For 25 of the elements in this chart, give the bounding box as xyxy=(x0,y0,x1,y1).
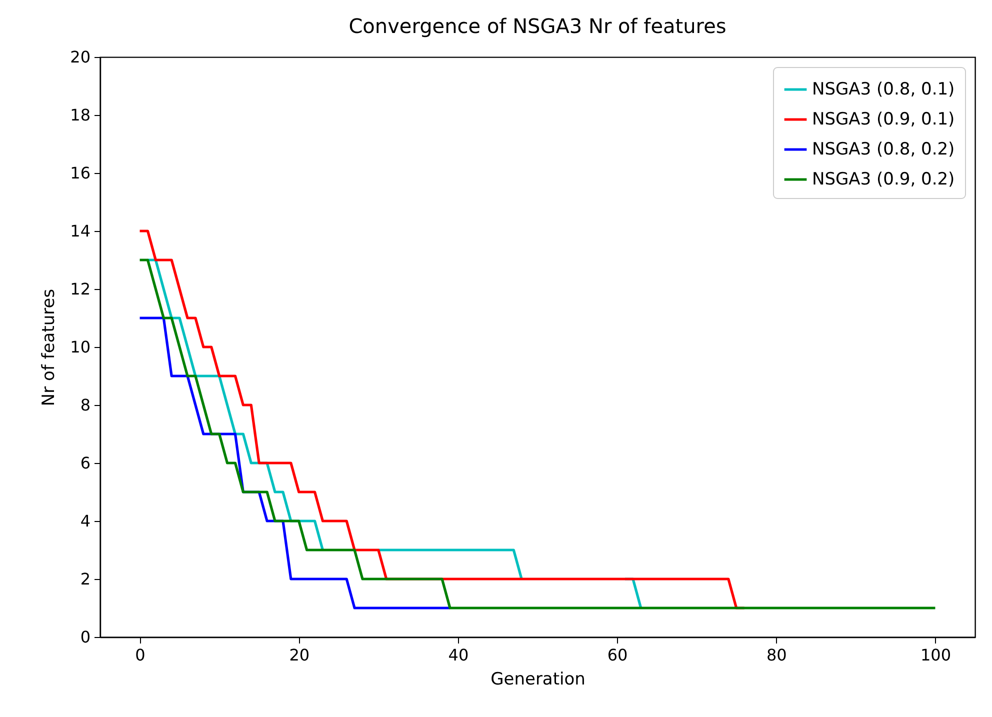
x-tick-label: 0 xyxy=(135,646,146,664)
legend-label: NSGA3 (0.8, 0.1) xyxy=(812,80,955,100)
legend-label: NSGA3 (0.8, 0.2) xyxy=(812,140,955,160)
y-tick-label: 10 xyxy=(70,338,90,356)
line-series xyxy=(138,258,937,610)
y-tick-label: 6 xyxy=(80,454,90,472)
y-tick-label: 12 xyxy=(70,280,90,298)
x-axis-title: Generation xyxy=(490,670,586,690)
y-tick-label: 18 xyxy=(70,106,90,124)
x-tick-label: 40 xyxy=(448,646,469,664)
y-tick-label: 8 xyxy=(80,396,90,414)
x-tick-label: 80 xyxy=(766,646,787,664)
chart-title: Convergence of NSGA3 Nr of features xyxy=(348,14,726,38)
legend-label: NSGA3 (0.9, 0.2) xyxy=(812,170,955,190)
legend-label: NSGA3 (0.9, 0.1) xyxy=(812,110,955,130)
y-tick-label: 16 xyxy=(70,164,90,182)
y-tick-label: 2 xyxy=(80,570,90,588)
x-tick-label: 20 xyxy=(289,646,310,664)
x-tick-label: 60 xyxy=(607,646,628,664)
x-tick-label: 100 xyxy=(920,646,951,664)
y-tick-label: 4 xyxy=(80,512,90,530)
y-tick-label: 14 xyxy=(70,222,90,240)
y-axis-title: Nr of features xyxy=(39,288,60,406)
y-tick-label: 20 xyxy=(70,48,90,66)
y-tick-label: 0 xyxy=(80,628,90,646)
